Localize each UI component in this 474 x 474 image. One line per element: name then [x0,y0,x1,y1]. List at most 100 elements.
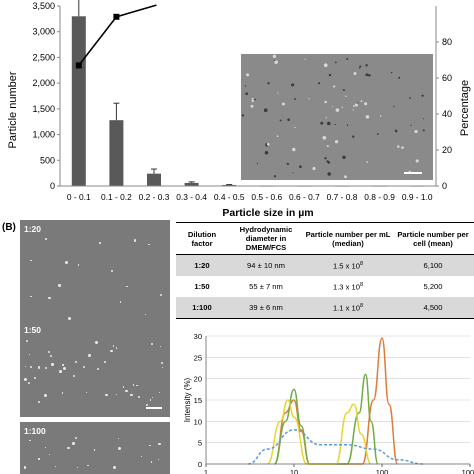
particle-dot [346,57,349,60]
particle-dot [246,73,250,77]
particle-dot [414,129,418,134]
particle-dot [320,121,324,125]
particle-dot [241,114,245,117]
bar [71,16,86,186]
series-line [273,373,379,465]
particle-dot [324,100,327,104]
micrograph-label: 1:100 [24,426,46,436]
particle-dot [335,108,340,112]
particle-dot [37,401,40,404]
dilution-cell: 1:20 [176,254,228,276]
particle-dot [250,104,254,108]
particle-dot [151,461,153,463]
particle-dot [334,61,337,64]
particle-dot [299,165,302,169]
particle-dot [25,339,29,343]
dilution-cell: 1:100 [176,297,228,319]
particle-dot [68,317,71,321]
particle-dot [272,54,277,59]
particle-dot [157,458,160,461]
particle-dot [111,270,114,273]
micrograph-label: 1:50 [24,325,42,335]
particle-dot [379,115,382,117]
per-cell-cell: 6,100 [392,254,474,276]
particle-dot [421,94,424,97]
particle-dot [74,360,78,363]
y-tick-label: 15 [194,396,202,405]
particle-dot [30,295,32,298]
particle-dot [148,243,150,246]
particle-dot [112,345,115,348]
particle-dot [137,396,140,399]
particle-dot [61,364,64,366]
particle-dot [409,97,411,99]
particle-dot [62,367,66,371]
particle-dot [326,160,329,163]
particle-dot [256,162,259,165]
particle-dot [72,442,76,445]
particle-dot [45,447,47,449]
particle-dot [279,119,282,122]
table-row: 1:20 94 ± 10 nm 1.5 x 108 6,100 [176,254,474,276]
y2-tick-label: 60 [442,73,452,83]
particle-dot [422,118,424,120]
bar [147,173,161,186]
particle-dot [365,115,370,119]
x-tick-label: 0.2 - 0.3 [139,192,170,202]
y-tick-label: 25 [194,353,202,362]
per-ml-cell: 1.3 x 108 [332,281,364,292]
particle-dot [93,449,96,452]
particle-dot [126,285,129,288]
table-row: 1:50 55 ± 7 nm 1.3 x 108 5,200 [176,276,474,297]
particle-dot [277,92,279,94]
particle-size-chart: 0 500 1,000 1,500 2,000 2,500 3,000 3,500 0 20 40… [7,0,471,219]
y-tick-label: 0 [50,181,55,191]
error-bar [151,168,157,174]
particle-dot [357,102,359,104]
particle-dot [323,63,328,68]
particle-dot [96,367,99,370]
particle-dot [312,166,316,171]
particle-dot [342,89,345,92]
particle-dot [352,135,355,138]
particle-dot [82,365,86,369]
particle-dot [344,175,347,179]
particle-dot [110,349,113,353]
particle-dot [48,351,50,354]
particle-dot [324,157,327,160]
table-header: Hydrodynamic diameter in DMEM/FCS [228,222,304,255]
panel-b-label: (B) [2,222,16,233]
y-tick-label: 2,000 [32,78,55,88]
particle-dot [334,140,339,144]
micrograph-label: 1:20 [24,224,42,234]
y-tick-label: 3,000 [32,27,55,37]
error-bar [113,102,120,121]
x-tick-label: 0.8 - 0.9 [364,192,395,202]
particle-dot [281,102,285,106]
series-line [247,429,424,465]
y-tick-label: 1,500 [32,104,55,114]
particle-dot [87,354,91,358]
particle-dot [401,146,404,149]
particle-dot [308,98,310,100]
particle-dot [161,367,163,369]
particle-dot [29,439,32,442]
particle-dot [251,97,254,100]
particle-dot [410,124,412,126]
x-tick-label: 0.3 - 0.4 [176,192,207,202]
particle-dot [51,363,54,366]
dilution-table: Dilution factor Hydrodynamic diameter in… [176,222,474,319]
y-tick-label: 1,000 [32,130,55,140]
table-row: 1:100 39 ± 6 nm 1.1 x 108 4,500 [176,297,474,319]
x-tick-label: 0.5 - 0.6 [251,192,282,202]
per-cell-cell: 4,500 [392,297,474,319]
particle-dot [134,239,137,242]
particle-dot [334,123,336,126]
particle-dot [266,142,270,146]
particle-dot [291,83,295,87]
particle-dot [44,366,47,369]
table-header: Particle number per cell (mean) [392,222,474,255]
particle-dot [125,389,128,393]
particle-dot [342,155,346,160]
x-tick-label: 0 - 0.1 [67,192,91,202]
